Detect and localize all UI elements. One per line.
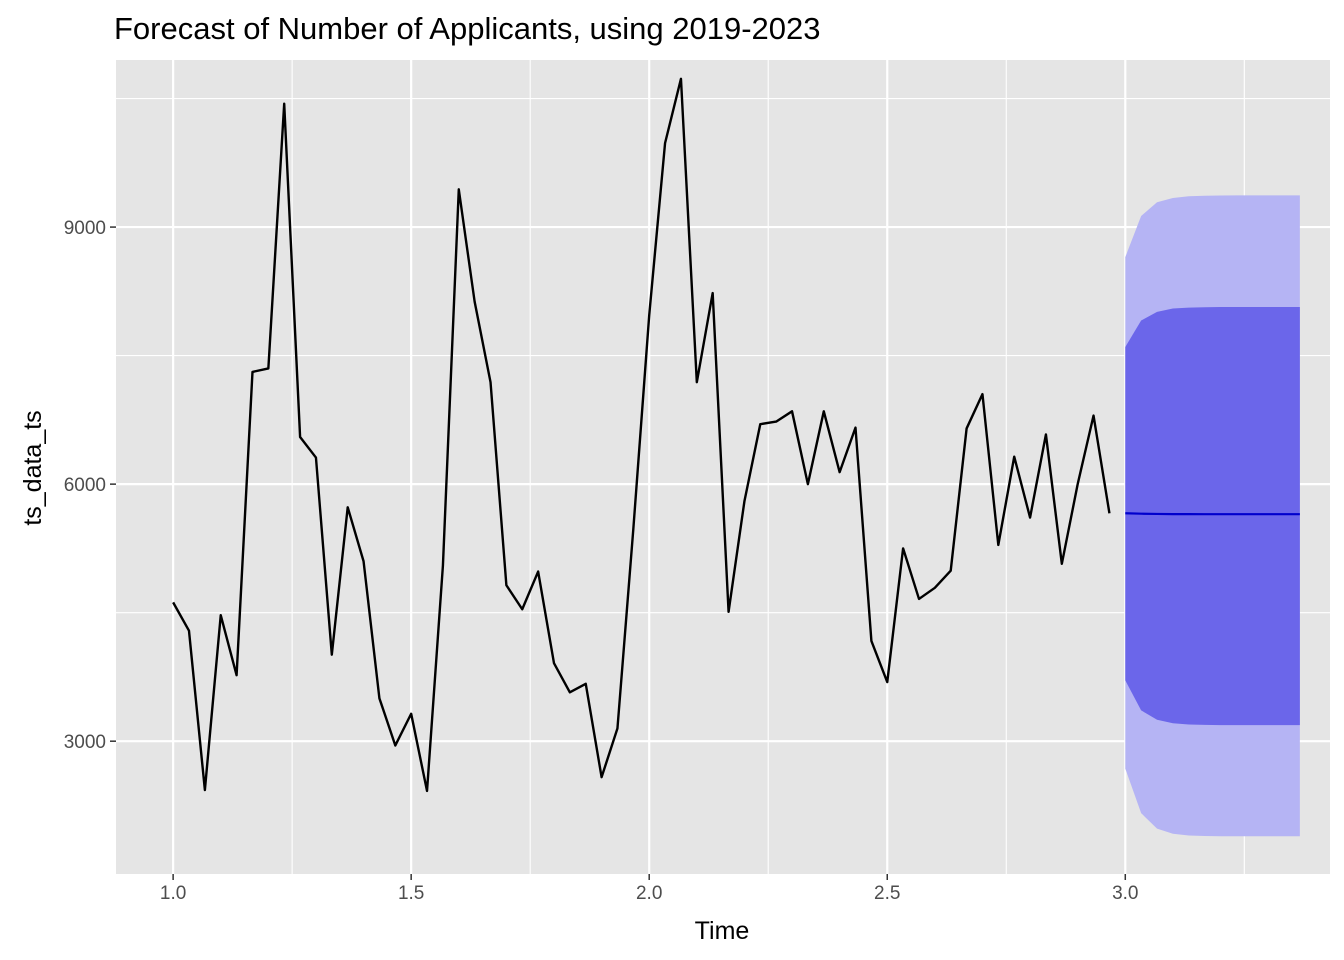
y-tick-label: 3000: [64, 732, 106, 753]
x-tick-label: 2.5: [874, 883, 900, 904]
series-lines: [172, 77, 1300, 793]
y-axis-title: ts_data_ts: [19, 410, 47, 525]
prediction-intervals: [1125, 195, 1300, 837]
forecast-mean-line: [1125, 512, 1300, 516]
y-tick-label: 9000: [64, 218, 106, 239]
x-axis-title: Time: [695, 917, 750, 945]
chart-title: Forecast of Number of Applicants, using …: [114, 11, 821, 46]
x-tick-label: 2.0: [636, 883, 662, 904]
tick-labels: 1.0 1.5 2.0 2.5 3.0 3000 6000 9000: [64, 218, 1139, 904]
observed-series-line: [172, 77, 1111, 793]
x-tick-label: 1.5: [398, 883, 424, 904]
axis-ticks: [110, 226, 1127, 880]
x-tick-label: 3.0: [1112, 883, 1138, 904]
y-tick-label: 6000: [64, 475, 106, 496]
prediction-band-80: [1125, 306, 1300, 726]
x-tick-label: 1.0: [160, 883, 186, 904]
